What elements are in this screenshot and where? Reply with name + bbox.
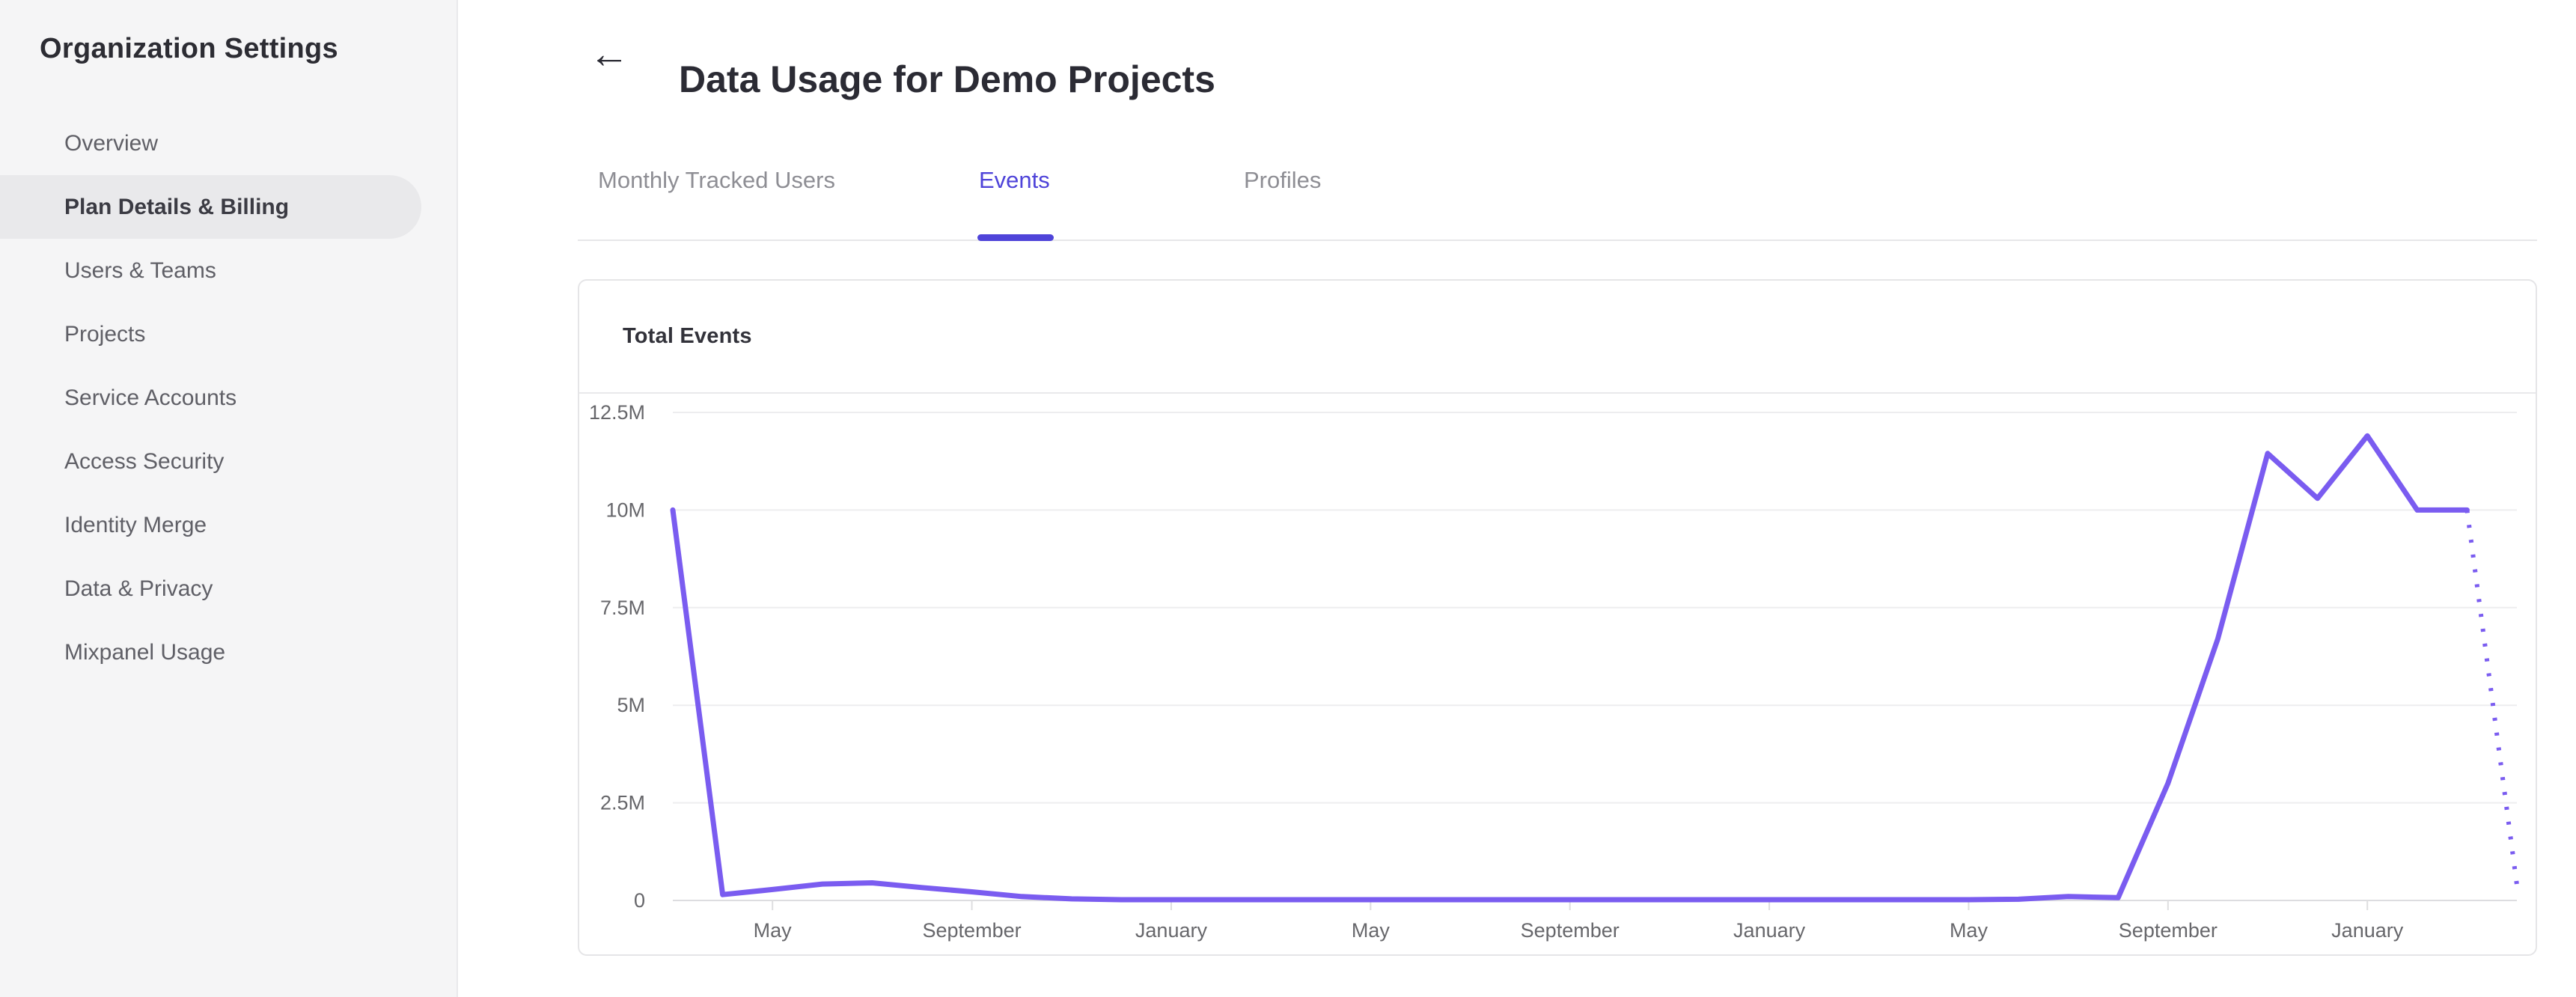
- sidebar-item-label: Overview: [64, 130, 159, 156]
- card-title: Total Events: [623, 324, 752, 348]
- sidebar-item-label: Identity Merge: [64, 512, 207, 537]
- svg-text:January: January: [1135, 919, 1208, 942]
- svg-text:May: May: [754, 919, 793, 942]
- sidebar-item-label: Mixpanel Usage: [64, 639, 226, 665]
- sidebar-item-label: Plan Details & Billing: [64, 194, 290, 219]
- svg-text:12.5M: 12.5M: [589, 401, 645, 424]
- sidebar-item-label: Data & Privacy: [64, 576, 213, 601]
- sidebar-item-access-security[interactable]: Access Security: [0, 430, 457, 493]
- svg-text:10M: 10M: [605, 498, 645, 521]
- sidebar-item-projects[interactable]: Projects: [0, 302, 457, 366]
- sidebar-item-plan-details-billing[interactable]: Plan Details & Billing: [0, 175, 421, 239]
- sidebar-item-users-teams[interactable]: Users & Teams: [0, 239, 457, 302]
- svg-text:2.5M: 2.5M: [600, 792, 645, 814]
- sidebar-item-label: Access Security: [64, 448, 225, 474]
- sidebar: Organization Settings Overview Plan Deta…: [0, 0, 458, 997]
- tab-events[interactable]: Events: [979, 167, 1050, 193]
- svg-text:January: January: [1733, 919, 1806, 942]
- sidebar-item-data-privacy[interactable]: Data & Privacy: [0, 557, 457, 621]
- svg-text:May: May: [1950, 919, 1989, 942]
- sidebar-item-mixpanel-usage[interactable]: Mixpanel Usage: [0, 621, 457, 684]
- svg-text:September: September: [1521, 919, 1620, 942]
- sidebar-item-label: Service Accounts: [64, 385, 237, 410]
- total-events-chart: 0 2.5M 5M 7.5M 10M 12.5M May September January Ma…: [589, 401, 2519, 942]
- sidebar-item-service-accounts[interactable]: Service Accounts: [0, 366, 457, 430]
- sidebar-item-overview[interactable]: Overview: [0, 112, 457, 175]
- total-events-card: Total Events 0 2.5M 5M 7.5M 10M 12.5M May Septe…: [578, 279, 2537, 956]
- svg-text:January: January: [2331, 919, 2404, 942]
- back-button[interactable]: ←: [583, 28, 635, 79]
- card-header: Total Events: [579, 281, 2536, 394]
- svg-text:7.5M: 7.5M: [600, 597, 645, 619]
- sidebar-nav: Overview Plan Details & Billing Users & …: [0, 112, 457, 684]
- tab-profiles[interactable]: Profiles: [1244, 167, 1322, 193]
- svg-text:September: September: [2119, 919, 2218, 942]
- tabs-divider: [578, 240, 2537, 241]
- sidebar-title: Organization Settings: [40, 33, 338, 64]
- sidebar-item-label: Users & Teams: [64, 257, 216, 283]
- sidebar-item-identity-merge[interactable]: Identity Merge: [0, 493, 457, 557]
- tab-monthly-tracked-users[interactable]: Monthly Tracked Users: [598, 167, 835, 193]
- arrow-left-icon: ←: [589, 31, 629, 76]
- svg-text:May: May: [1352, 919, 1391, 942]
- page-title: Data Usage for Demo Projects: [679, 58, 1215, 100]
- svg-text:0: 0: [634, 889, 645, 912]
- active-tab-underline: [977, 234, 1054, 241]
- sidebar-item-label: Projects: [64, 321, 146, 347]
- svg-text:5M: 5M: [617, 694, 645, 716]
- svg-text:September: September: [923, 919, 1022, 942]
